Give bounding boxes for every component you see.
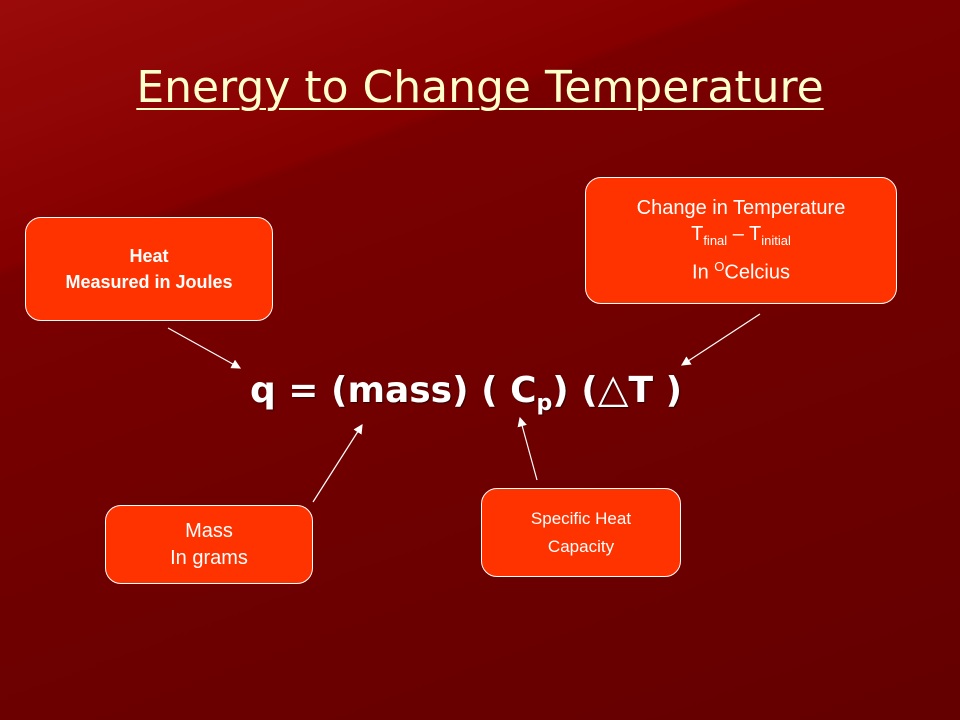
eq-delta: △ [597,366,629,412]
callout-text: Change in Temperature [636,197,846,220]
mass-callout: Mass In grams [105,505,313,584]
callout-text: Measured in Joules [65,272,233,292]
unit: Celcius [724,261,790,284]
temperature-callout: Change in Temperature Tfinal – Tinitial … [585,177,897,304]
arrow [167,327,242,369]
eq-end: T ) [628,370,683,411]
callout-text: Specific Heat [530,508,632,528]
dash: – T [727,223,762,246]
superscript: O [714,259,725,275]
callout-text: Capacity [547,536,615,556]
t: T [691,223,704,246]
heat-callout: Heat Measured in Joules [25,217,273,321]
arrow [312,423,363,503]
slide-title: Energy to Change Temperature [136,62,824,113]
callout-text: Tfinal – Tinitial [691,221,791,254]
callout-text: In OCelcius [692,254,790,286]
specific-heat-callout: Specific Heat Capacity [481,488,681,577]
equation: q = (mass) ( Cp) (△T ) [250,366,682,416]
subscript: final [703,233,728,249]
callout-text: Mass [185,519,233,542]
eq-middle: ) ( [552,370,598,411]
subscript: initial [761,233,791,249]
prefix: In [692,261,715,284]
callout-text: Heat [129,246,169,266]
eq-subscript: p [536,391,553,417]
eq-main: q = (mass) ( C [250,370,537,411]
callout-text: In grams [170,546,248,569]
arrow [680,313,761,366]
arrow [517,416,538,481]
